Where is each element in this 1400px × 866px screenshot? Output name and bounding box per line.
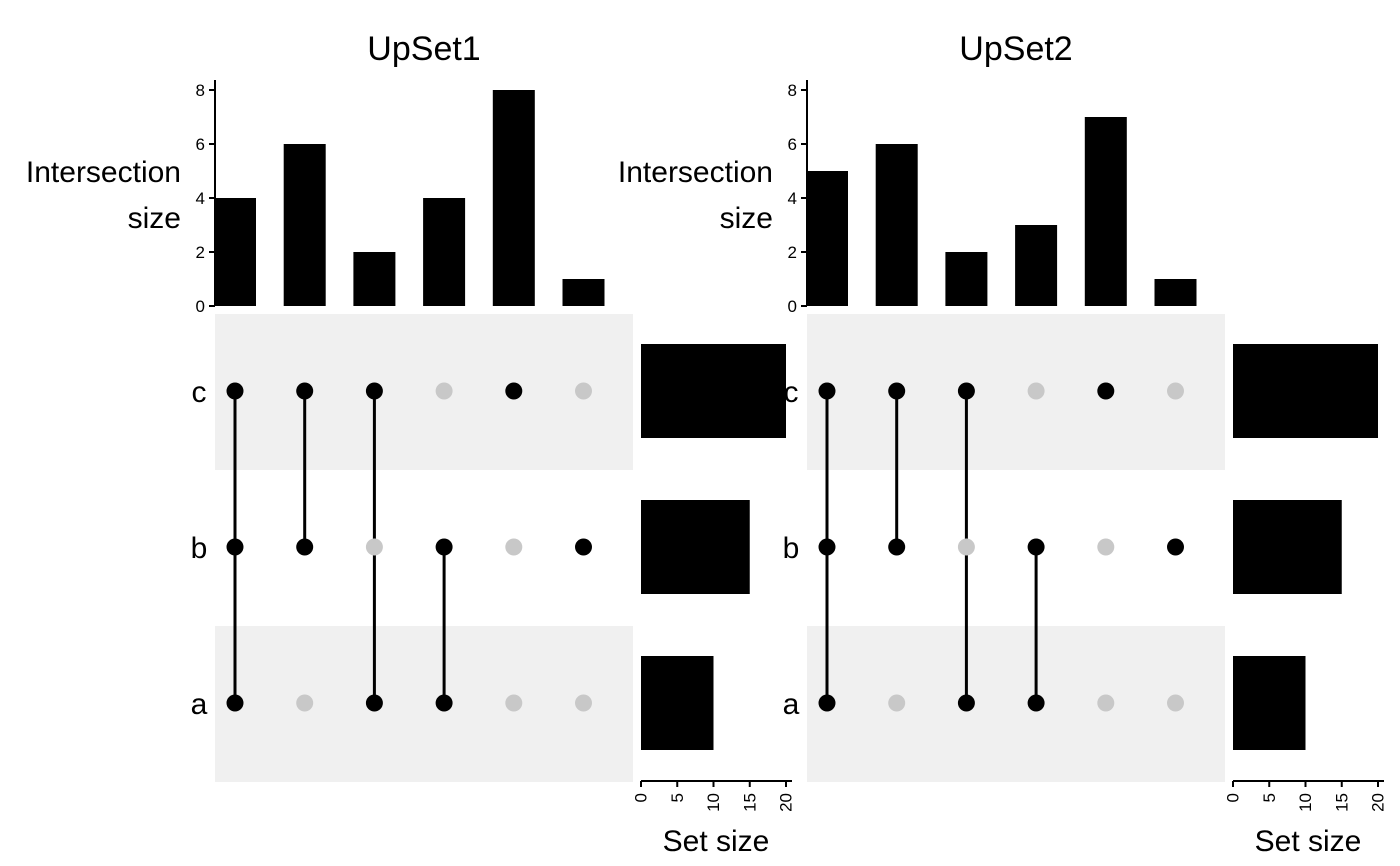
set-label: b [191, 532, 208, 565]
set-size-bar [1233, 344, 1378, 438]
matrix-dot-active [1027, 694, 1045, 712]
set-label: c [192, 376, 207, 409]
matrix-dot-inactive [365, 538, 383, 556]
y-tick-label: 0 [196, 297, 205, 316]
upset-panel-1: UpSet1 Intersection size Set size 0 2 4 6 8 c… [26, 30, 796, 858]
intersection-size-label-line1: Intersection [26, 156, 181, 189]
x-tick-label: 0 [1224, 793, 1243, 802]
matrix-dot-inactive [575, 382, 592, 400]
matrix-dot-inactive [505, 538, 523, 556]
matrix-dot-active [226, 538, 244, 556]
matrix-dot-inactive [888, 694, 906, 712]
y-tick-label: 8 [788, 81, 797, 100]
matrix-dot-inactive [1167, 694, 1184, 712]
y-tick-label: 6 [788, 135, 797, 154]
set-size-bar [641, 656, 714, 750]
matrix-dot-inactive [1097, 538, 1115, 556]
set-size-bar [641, 500, 750, 594]
set-size-bar [1233, 500, 1342, 594]
y-tick-label: 0 [788, 297, 797, 316]
intersection-size-label-line1: Intersection [618, 156, 773, 189]
x-tick-label: 15 [740, 793, 759, 812]
y-tick-label: 4 [196, 189, 205, 208]
x-tick-label: 5 [1260, 793, 1279, 802]
matrix-dot-active [888, 382, 906, 400]
matrix-dot-active [818, 538, 836, 556]
intersection-bar [562, 279, 605, 306]
intersection-size-label-line2: size [720, 202, 773, 235]
intersection-size-label-line2: size [128, 202, 181, 235]
matrix-dot-active [957, 382, 975, 400]
set-size-axis-label: Set size [1255, 825, 1362, 858]
matrix-dot-active [957, 694, 975, 712]
matrix-dot-active [1027, 538, 1045, 556]
set-label: a [191, 688, 208, 721]
matrix-dot-inactive [505, 694, 523, 712]
matrix-dot-inactive [1027, 382, 1045, 400]
matrix-band [807, 626, 1225, 782]
matrix-dot-inactive [957, 538, 975, 556]
panel-title: UpSet2 [959, 30, 1072, 68]
matrix-dot-active [818, 382, 836, 400]
matrix-dot-inactive [435, 382, 453, 400]
matrix-dot-active [575, 538, 592, 556]
intersection-bar [1154, 279, 1197, 306]
upset-plot: 0 2 4 6 8 c b a 0 5 10 15 20 [783, 80, 1388, 812]
x-tick-label: 20 [777, 793, 796, 812]
y-tick-label: 8 [196, 81, 205, 100]
intersection-bar [353, 252, 396, 306]
x-tick-label: 10 [1296, 793, 1315, 812]
y-tick-label: 6 [196, 135, 205, 154]
set-size-bar [1233, 656, 1306, 750]
set-label: a [783, 688, 800, 721]
x-tick-label: 20 [1369, 793, 1388, 812]
y-tick-label: 2 [196, 243, 205, 262]
x-tick-label: 5 [668, 793, 687, 802]
matrix-dot-active [226, 694, 244, 712]
x-tick-label: 10 [704, 793, 723, 812]
intersection-bar [1015, 225, 1058, 306]
matrix-dot-active [1097, 382, 1115, 400]
matrix-dot-active [365, 382, 383, 400]
matrix-dot-inactive [1167, 382, 1184, 400]
matrix-dot-active [365, 694, 383, 712]
x-tick-label: 0 [632, 793, 651, 802]
matrix-dot-active [888, 538, 906, 556]
intersection-bar [283, 144, 326, 306]
x-tick-label: 15 [1332, 793, 1351, 812]
intersection-bar [1084, 117, 1127, 306]
matrix-dot-inactive [575, 694, 592, 712]
intersection-bar [214, 198, 256, 306]
matrix-dot-active [296, 538, 314, 556]
y-tick-label: 4 [788, 189, 797, 208]
matrix-dot-active [435, 694, 453, 712]
matrix-dot-active [435, 538, 453, 556]
matrix-band [215, 314, 633, 470]
matrix-band [807, 314, 1225, 470]
y-tick-label: 2 [788, 243, 797, 262]
matrix-band [215, 626, 633, 782]
intersection-bar [875, 144, 918, 306]
intersection-bar [945, 252, 988, 306]
matrix-dot-inactive [296, 694, 314, 712]
matrix-dot-inactive [1097, 694, 1115, 712]
intersection-bar [806, 171, 848, 306]
set-size-axis-label: Set size [663, 825, 770, 858]
matrix-dot-active [1167, 538, 1184, 556]
set-label: c [784, 376, 799, 409]
matrix-dot-active [818, 694, 836, 712]
panel-title: UpSet1 [367, 30, 480, 68]
matrix-dot-active [296, 382, 314, 400]
set-label: b [783, 532, 800, 565]
intersection-bar [492, 90, 535, 306]
matrix-dot-active [226, 382, 244, 400]
upset-panel-2: UpSet2 Intersection size Set size 0 2 4 6 8 c… [618, 30, 1388, 858]
matrix-dot-active [505, 382, 523, 400]
intersection-bar [423, 198, 466, 306]
set-size-bar [641, 344, 786, 438]
